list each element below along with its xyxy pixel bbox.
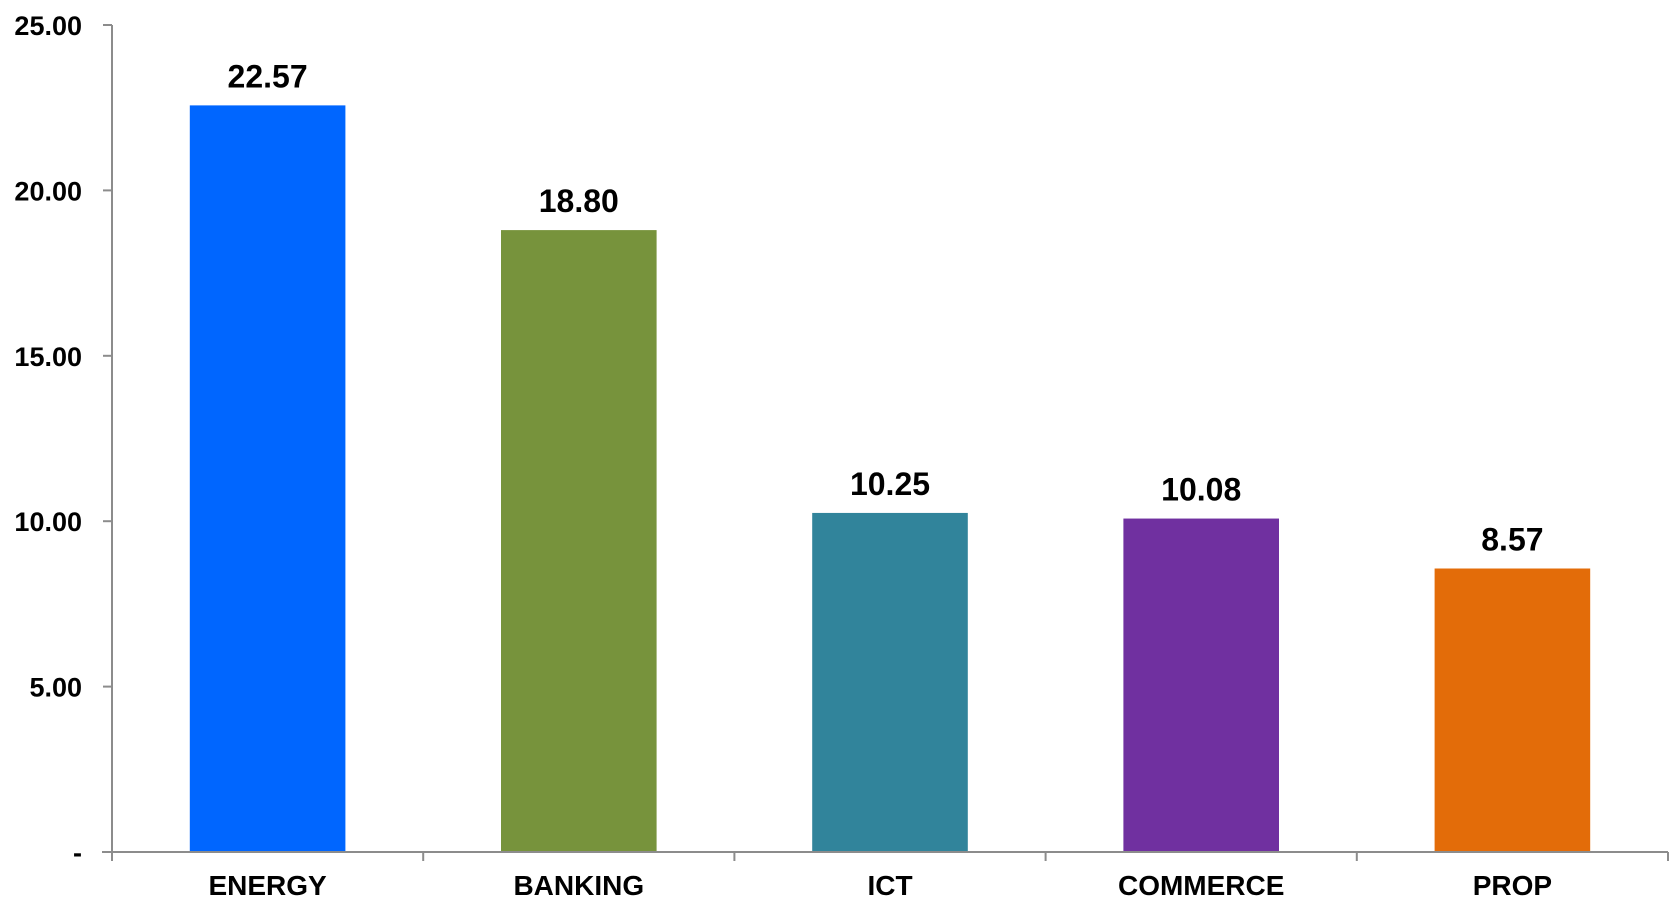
data-label: 8.57 [1481, 522, 1543, 558]
x-axis-labels: ENERGY BANKING ICT COMMERCE PROP [208, 870, 1552, 901]
y-tick-label: 20.00 [14, 176, 82, 206]
data-label: 10.08 [1161, 472, 1241, 508]
data-label: 22.57 [228, 58, 308, 94]
data-label: 10.25 [850, 466, 930, 502]
y-tick-label: - [73, 838, 82, 868]
x-category-label: BANKING [513, 870, 644, 901]
y-tick-label: 25.00 [14, 11, 82, 41]
y-axis-ticks: - 5.00 10.00 15.00 20.00 25.00 [14, 11, 112, 868]
x-category-label: ENERGY [208, 870, 327, 901]
bar-prop [1435, 569, 1591, 852]
bar-commerce [1123, 519, 1279, 852]
x-category-label: ICT [867, 870, 912, 901]
y-tick-label: 5.00 [29, 673, 82, 703]
bar-energy [190, 105, 346, 852]
data-labels-group: 22.57 18.80 10.25 10.08 8.57 [228, 58, 1544, 557]
x-category-label: PROP [1473, 870, 1552, 901]
y-tick-label: 15.00 [14, 342, 82, 372]
data-label: 18.80 [539, 183, 619, 219]
x-axis-ticks [112, 852, 1668, 861]
y-tick-label: 10.00 [14, 507, 82, 537]
bar-ict [812, 513, 968, 852]
x-category-label: COMMERCE [1118, 870, 1284, 901]
bar-banking [501, 230, 657, 852]
